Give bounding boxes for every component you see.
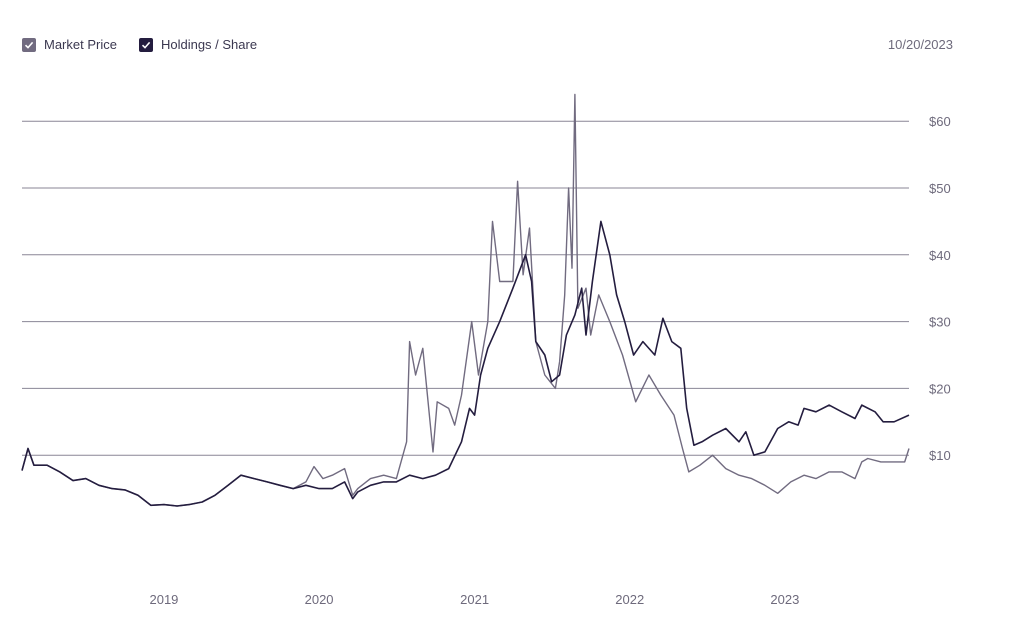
legend-item-market-price[interactable]: Market Price <box>22 37 117 52</box>
y-tick-label: $20 <box>929 381 951 396</box>
market-price-checkbox[interactable] <box>22 37 36 52</box>
x-tick-label: 2020 <box>305 592 334 607</box>
x-tick-label: 2022 <box>615 592 644 607</box>
x-tick-label: 2021 <box>460 592 489 607</box>
checkmark-icon <box>141 41 151 49</box>
legend-item-holdings-share[interactable]: Holdings / Share <box>138 37 258 52</box>
checkmark-icon <box>24 41 34 49</box>
legend-label-holdings-share: Holdings / Share <box>160 37 258 52</box>
y-tick-label: $10 <box>929 448 951 463</box>
current-date-label: 10/20/2023 <box>887 37 953 52</box>
holdings-share-checkbox[interactable] <box>138 37 153 52</box>
series-line-market-price <box>21 93 910 507</box>
legend-label-market-price: Market Price <box>44 37 117 52</box>
x-tick-label: 2019 <box>149 592 178 607</box>
y-tick-label: $30 <box>929 315 951 330</box>
x-tick-label: 2023 <box>770 592 799 607</box>
y-tick-label: $40 <box>929 248 951 263</box>
y-tick-label: $50 <box>929 181 951 196</box>
series-line-holdings-share <box>21 220 910 507</box>
legend: Market Price Holdings / Share <box>22 37 257 52</box>
y-tick-label: $60 <box>929 114 951 129</box>
